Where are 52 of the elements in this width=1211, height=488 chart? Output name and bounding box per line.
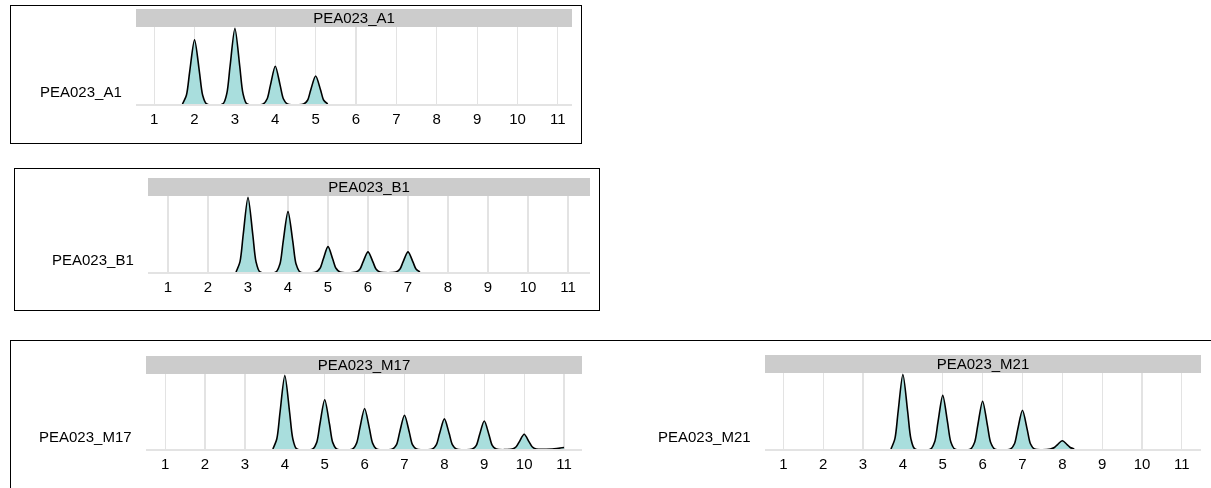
x-tick-label: 9 [1097, 454, 1107, 472]
x-tick-label: 8 [432, 109, 441, 127]
x-tick-label: 2 [190, 109, 199, 127]
x-tick-label: 1 [160, 454, 170, 472]
x-tick-label: 7 [400, 454, 409, 472]
x-tick-label: 1 [150, 109, 159, 127]
y-axis-title: PEA023_A1 [40, 83, 122, 100]
x-tick-label: 6 [351, 109, 361, 127]
x-tick-label: 10 [509, 109, 526, 127]
x-tick-label: 4 [271, 109, 280, 127]
x-tick-label: 7 [403, 277, 413, 295]
x-tick-label: 2 [203, 277, 213, 295]
x-tick-label: 2 [819, 454, 828, 472]
x-tick-label: 3 [243, 277, 253, 295]
x-tick-label: 1 [779, 454, 788, 472]
x-tick-label: 9 [483, 277, 493, 295]
chart-title: PEA023_B1 [328, 178, 410, 196]
x-tick-label: 8 [443, 277, 453, 295]
x-tick-label: 6 [978, 454, 987, 472]
y-axis-title: PEA023_M21 [658, 428, 751, 445]
x-tick-label: 5 [311, 109, 320, 127]
x-tick-label: 8 [440, 454, 449, 472]
x-tick-label: 3 [240, 454, 250, 472]
x-tick-label: 4 [898, 454, 908, 472]
x-tick-label: 10 [515, 454, 533, 472]
x-tick-label: 11 [550, 109, 566, 127]
x-tick-label: 10 [519, 277, 537, 295]
x-tick-label: 5 [938, 454, 947, 472]
chart-title: PEA023_M21 [936, 355, 1030, 373]
x-tick-label: 6 [363, 277, 373, 295]
x-tick-label: 4 [283, 277, 293, 295]
x-tick-label: 6 [360, 454, 369, 472]
x-tick-label: 11 [560, 277, 576, 295]
x-tick-label: 7 [1018, 454, 1027, 472]
x-tick-label: 10 [1133, 454, 1151, 472]
x-tick-label: 9 [480, 454, 489, 472]
x-tick-label: 11 [556, 454, 572, 472]
x-tick-label: 3 [858, 454, 868, 472]
y-axis-title: PEA023_M17 [39, 428, 132, 445]
x-tick-label: 5 [323, 277, 333, 295]
x-tick-label: 2 [200, 454, 210, 472]
x-tick-label: 1 [163, 277, 173, 295]
x-tick-label: 4 [280, 454, 289, 472]
chart-title: PEA023_M17 [317, 356, 411, 374]
x-tick-label: 5 [320, 454, 329, 472]
y-axis-title: PEA023_B1 [52, 251, 134, 268]
x-tick-label: 3 [230, 109, 240, 127]
x-tick-label: 7 [392, 109, 401, 127]
x-tick-label: 11 [1174, 454, 1190, 472]
x-tick-label: 9 [472, 109, 482, 127]
x-tick-label: 8 [1058, 454, 1067, 472]
chart-title: PEA023_A1 [313, 9, 395, 27]
